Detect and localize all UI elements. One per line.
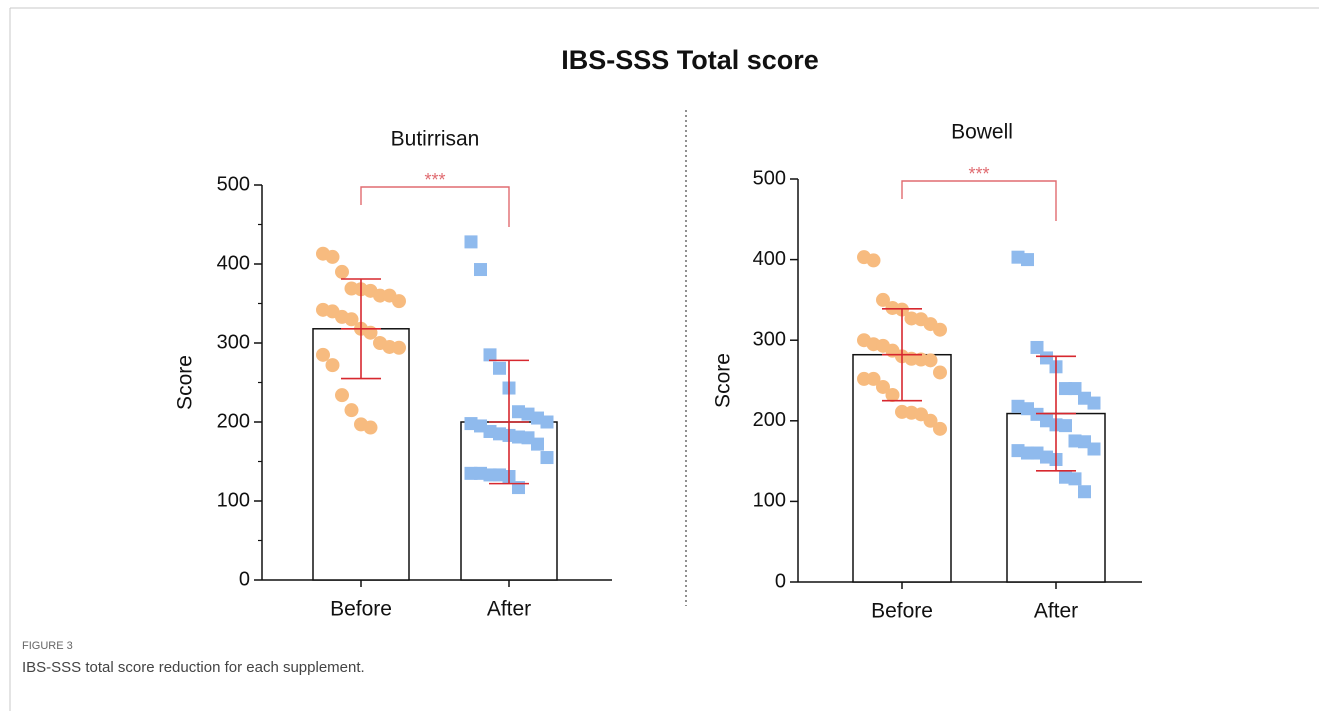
data-point <box>464 235 478 249</box>
y-tick-label: 400 <box>753 248 786 270</box>
data-point <box>885 388 900 403</box>
data-point <box>1087 396 1101 410</box>
data-point <box>540 415 554 429</box>
data-point <box>923 353 938 368</box>
data-point <box>1078 485 1091 499</box>
significance-bracket <box>901 180 1057 221</box>
data-point <box>923 413 938 428</box>
significance-label: *** <box>968 164 989 184</box>
data-point <box>325 249 340 264</box>
x-tick-label: After <box>487 598 531 621</box>
data-point <box>1021 253 1034 267</box>
data-point <box>363 325 378 340</box>
data-point <box>392 340 406 355</box>
data-point <box>933 421 947 436</box>
data-point <box>866 253 881 268</box>
data-point <box>344 403 359 418</box>
data-point <box>876 379 890 394</box>
data-point <box>392 294 406 309</box>
y-tick-label: 100 <box>217 489 250 511</box>
figure-label: FIGURE 3 <box>22 640 73 652</box>
data-point <box>933 322 947 337</box>
x-tick-label: After <box>1034 600 1078 623</box>
data-point <box>866 371 881 386</box>
y-tick-label: 300 <box>217 331 250 353</box>
data-point <box>335 388 349 403</box>
y-tick-label: 0 <box>775 570 786 592</box>
y-tick-label: 500 <box>217 173 250 195</box>
caption: IBS-SSS total score reduction for each s… <box>22 659 365 676</box>
y-tick-label: 400 <box>217 252 250 274</box>
y-tick-label: 500 <box>753 167 786 189</box>
significance-label: *** <box>424 170 445 190</box>
x-tick-label: Before <box>871 600 933 623</box>
data-point <box>1087 442 1101 456</box>
data-point <box>363 420 378 435</box>
data-point <box>1059 419 1072 433</box>
data-point <box>474 263 487 277</box>
data-point <box>483 348 497 362</box>
figure-title: IBS-SSS Total score <box>561 45 819 75</box>
panel-title: Bowell <box>951 121 1013 144</box>
x-tick-label: Before <box>330 598 392 621</box>
data-point <box>1030 340 1044 354</box>
data-point <box>316 347 330 362</box>
data-point <box>493 361 506 375</box>
y-axis-label: Score <box>174 355 197 410</box>
data-point <box>335 264 349 279</box>
y-tick-label: 200 <box>753 409 786 431</box>
data-point <box>531 437 544 451</box>
y-tick-label: 300 <box>753 328 786 350</box>
data-point <box>933 365 947 380</box>
data-point <box>344 312 359 327</box>
y-axis-label: Score <box>712 353 735 408</box>
data-point <box>325 358 340 373</box>
data-point <box>540 451 554 465</box>
data-point <box>876 292 890 307</box>
y-tick-label: 200 <box>217 410 250 432</box>
y-tick-label: 100 <box>753 490 786 512</box>
y-tick-label: 0 <box>239 568 250 590</box>
panel-title: Butirrisan <box>391 128 480 151</box>
data-point <box>1068 472 1082 486</box>
significance-bracket <box>360 186 510 227</box>
